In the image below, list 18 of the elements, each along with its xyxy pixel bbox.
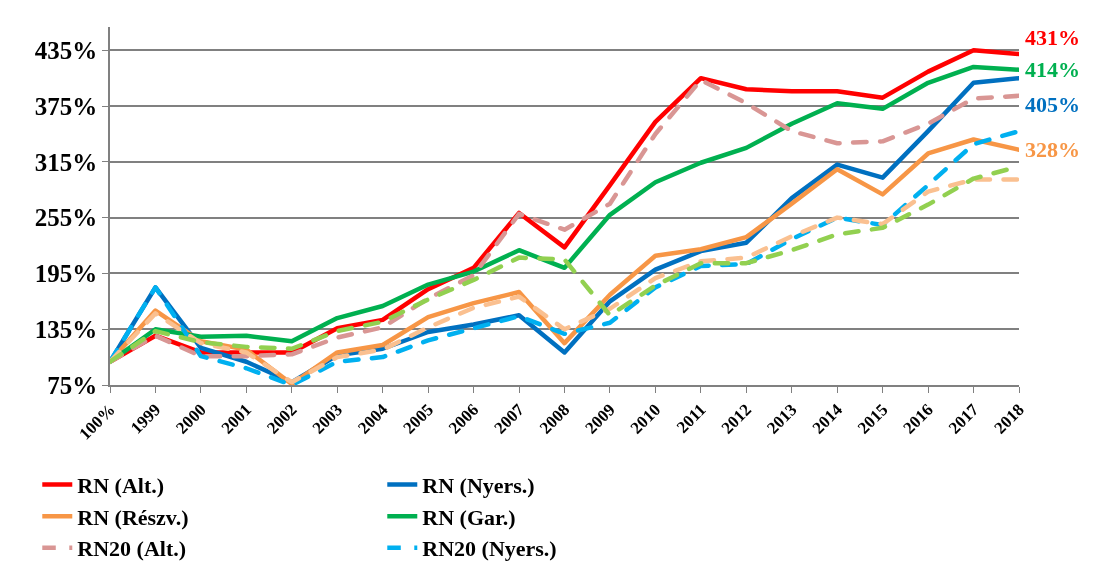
annotation: 405% <box>1025 92 1080 117</box>
legend-label: RN (Nyers.) <box>422 473 535 499</box>
y-tick-label: 255% <box>34 204 98 232</box>
y-tick-label: 375% <box>34 92 98 120</box>
y-tick-label: 315% <box>34 148 98 176</box>
x-tick-label: 2011 <box>672 400 710 437</box>
annotation: 414% <box>1025 57 1080 82</box>
legend-label: RN20 (Alt.) <box>77 536 187 562</box>
annotation: 431% <box>1025 25 1080 50</box>
legend-label: RN (Részv.) <box>77 504 189 530</box>
legend-label: RN (Alt.) <box>77 473 165 499</box>
annotation: 328% <box>1025 137 1080 162</box>
y-tick-label: 195% <box>34 260 98 288</box>
y-tick-label: 435% <box>34 37 98 64</box>
legend-label: RN (Gar.) <box>422 504 516 530</box>
y-tick-label: 75% <box>47 371 98 399</box>
y-tick-label: 135% <box>34 315 98 343</box>
legend-label: RN20 (Nyers.) <box>422 536 557 562</box>
